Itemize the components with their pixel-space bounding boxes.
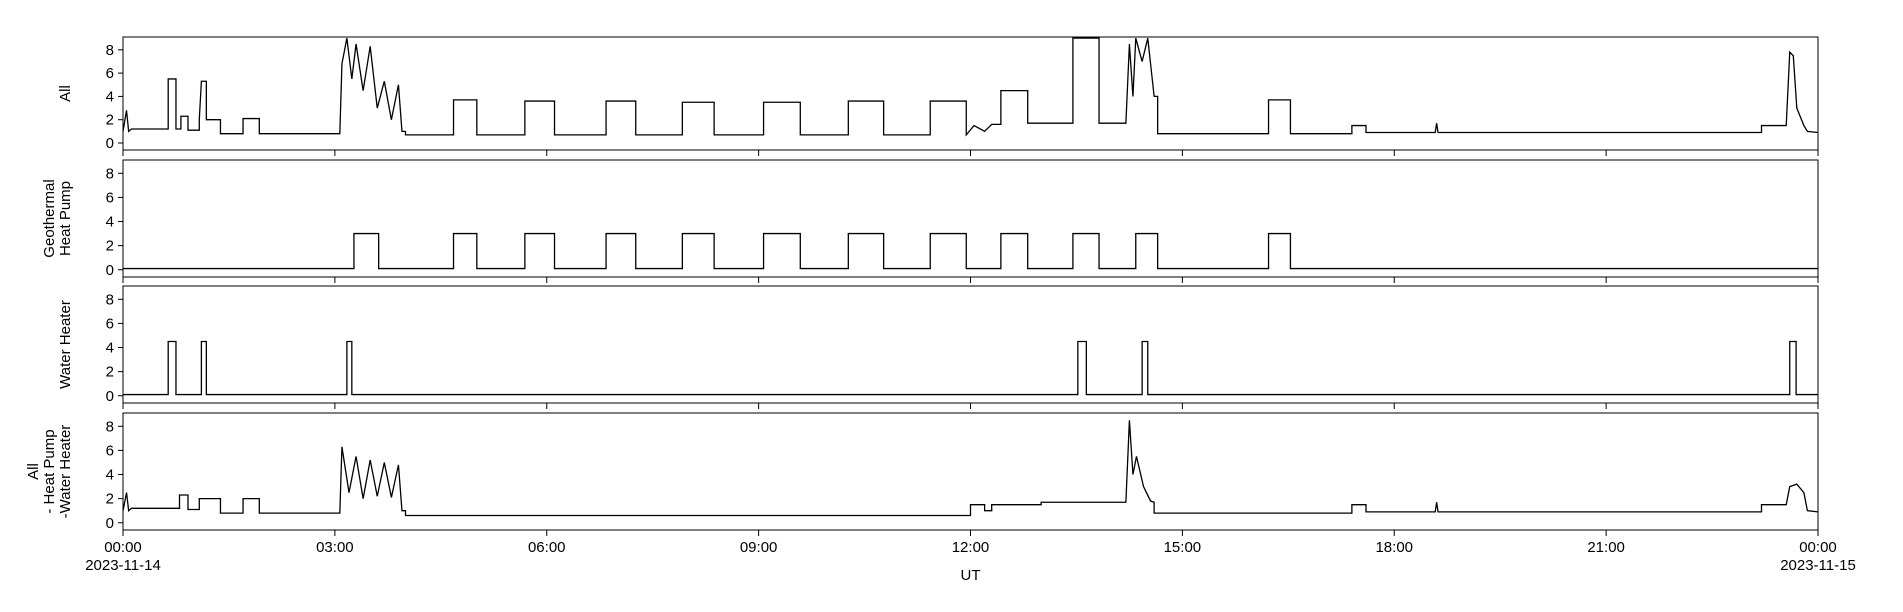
y-tick-label: 6 xyxy=(106,65,114,82)
x-date-label: 2023-11-14 xyxy=(85,557,161,574)
plot-frame xyxy=(122,159,1819,278)
y-tick-label: 4 xyxy=(106,467,114,484)
y-tick-label: 6 xyxy=(106,189,114,206)
plot-frame xyxy=(122,285,1819,404)
x-tick-label: 09:00 xyxy=(740,539,778,556)
x-tick-label: 06:00 xyxy=(528,539,566,556)
x-tick-label: 00:00 xyxy=(1799,539,1837,556)
data-line xyxy=(123,340,1818,396)
y-axis-label: - Heat Pump xyxy=(41,429,58,513)
x-tick-label: 18:00 xyxy=(1375,539,1413,556)
x-tick-label: 15:00 xyxy=(1164,539,1202,556)
y-axis-label: Water Heater xyxy=(57,300,74,389)
y-tick-label: 2 xyxy=(106,238,114,255)
y-tick-label: 0 xyxy=(106,135,114,152)
y-tick-label: 0 xyxy=(106,388,114,405)
y-axis-label: Geothermal xyxy=(41,179,58,257)
x-tick-label: 03:00 xyxy=(316,539,354,556)
x-tick-label: 21:00 xyxy=(1587,539,1625,556)
x-tick-label: 12:00 xyxy=(952,539,990,556)
data-line xyxy=(123,37,1818,137)
y-axis-label: -Water Heater xyxy=(57,425,74,519)
y-tick-label: 2 xyxy=(106,364,114,381)
y-tick-label: 4 xyxy=(106,214,114,231)
y-tick-label: 8 xyxy=(106,165,114,182)
y-tick-label: 2 xyxy=(106,112,114,129)
y-tick-label: 8 xyxy=(106,418,114,435)
y-tick-label: 0 xyxy=(106,515,114,532)
y-tick-label: 4 xyxy=(106,88,114,105)
y-tick-label: 2 xyxy=(106,491,114,508)
y-tick-label: 4 xyxy=(106,340,114,357)
y-axis-label: All xyxy=(57,85,74,102)
x-date-label: 2023-11-15 xyxy=(1780,557,1856,574)
y-tick-label: 6 xyxy=(106,442,114,459)
y-axis-label: All xyxy=(25,463,42,480)
y-axis-label: Heat Pump xyxy=(57,181,74,256)
y-tick-label: 8 xyxy=(106,291,114,308)
x-axis-label: UT xyxy=(961,567,981,584)
data-line xyxy=(123,232,1818,270)
y-tick-label: 0 xyxy=(106,262,114,279)
y-tick-label: 8 xyxy=(106,42,114,59)
x-tick-label: 00:00 xyxy=(104,539,142,556)
y-tick-label: 6 xyxy=(106,315,114,332)
data-line xyxy=(123,420,1818,517)
